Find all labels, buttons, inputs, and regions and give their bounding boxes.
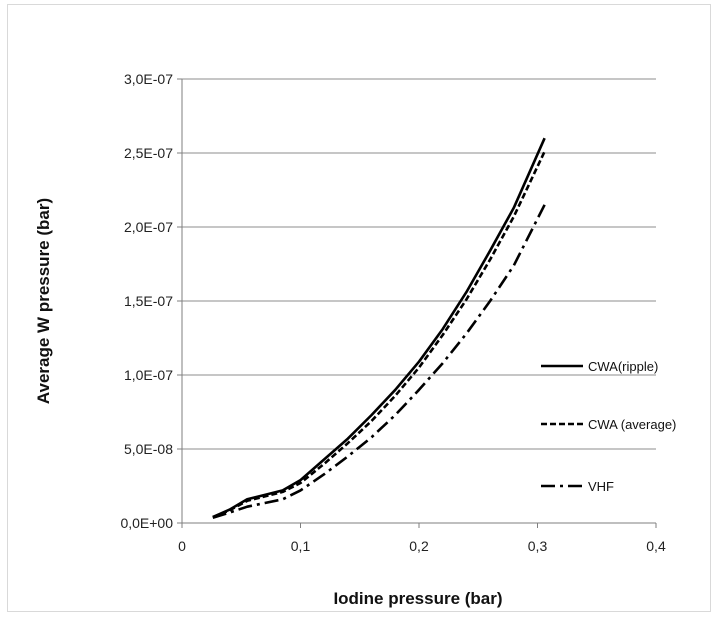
y-tick-label: 0,0E+00 (120, 515, 173, 531)
series-lines (212, 137, 546, 520)
y-tick-label: 2,0E-07 (124, 219, 173, 235)
x-tick-label: 0 (178, 538, 186, 554)
legend: CWA(ripple) CWA (average) VHF (541, 359, 676, 494)
legend-label-3: VHF (588, 479, 614, 494)
y-tick-label: 3,0E-07 (124, 71, 173, 87)
axes: 0,0E+00 5,0E-08 1,0E-07 1,5E-07 2,0E-07 2,5E-… (120, 71, 666, 554)
x-axis-title: Iodine pressure (bar) (333, 589, 502, 608)
chart-frame (7, 4, 711, 612)
legend-label-2: CWA (average) (588, 417, 676, 432)
y-tick-label: 1,0E-07 (124, 367, 173, 383)
gridlines (182, 78, 656, 450)
series-line-1 (212, 137, 546, 519)
x-tick-label: 0,3 (528, 538, 548, 554)
x-tick-label: 0,4 (646, 538, 666, 554)
series-line-2 (212, 150, 546, 519)
series-line-3 (212, 204, 546, 520)
x-tick-label: 0,1 (291, 538, 311, 554)
y-tick-label: 1,5E-07 (124, 293, 173, 309)
y-tick-label: 5,0E-08 (124, 441, 173, 457)
legend-label-1: CWA(ripple) (588, 359, 658, 374)
y-axis-title: Average W pressure (bar) (34, 198, 53, 404)
y-tick-label: 2,5E-07 (124, 145, 173, 161)
x-tick-label: 0,2 (409, 538, 429, 554)
